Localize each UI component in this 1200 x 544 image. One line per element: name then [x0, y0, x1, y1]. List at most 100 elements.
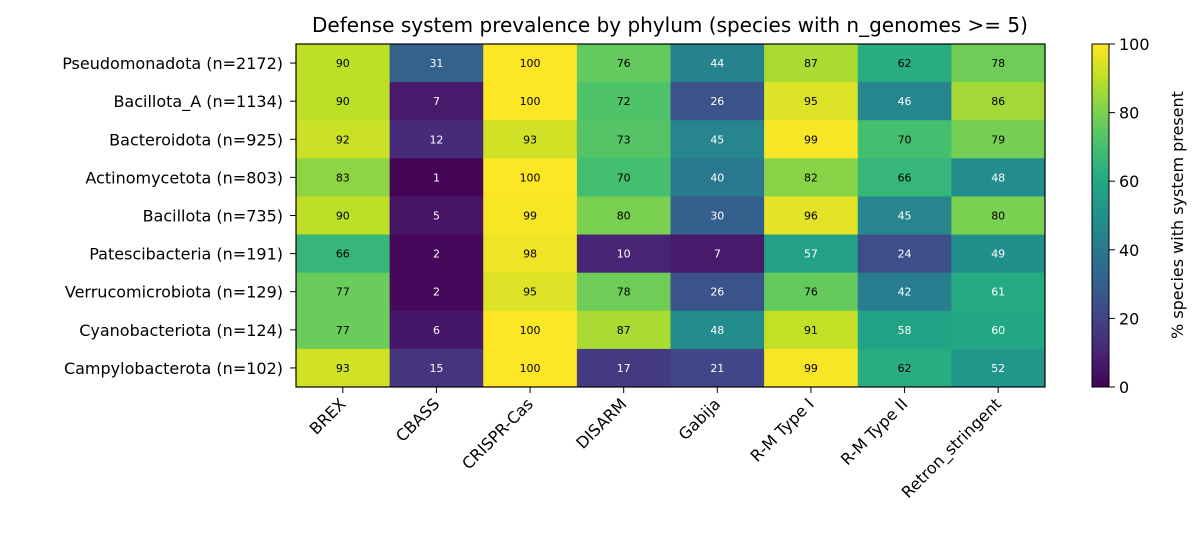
heatmap-cell [764, 272, 859, 312]
heatmap-cell [389, 234, 484, 274]
cell-value-label: 30 [710, 210, 724, 223]
y-tick-label: Pseudomonadota (n=2172) [62, 54, 283, 73]
heatmap-cell [857, 272, 952, 312]
heatmap-cell [296, 310, 391, 350]
cell-value-label: 1 [433, 171, 440, 184]
cell-value-label: 49 [991, 248, 1005, 261]
x-axis-ticks: BREX CBASS CRISPR-Cas DISARM Gabija R-M Type … [306, 387, 1006, 502]
chart-title: Defense system prevalence by phylum (spe… [312, 13, 1028, 37]
y-tick-label: Bacillota (n=735) [143, 207, 283, 226]
cell-value-label: 26 [710, 95, 724, 108]
x-tick-label: Gabija [675, 394, 725, 444]
cell-value-label: 79 [991, 133, 1005, 146]
heatmap-cell [670, 348, 765, 388]
x-tick-label: CBASS [392, 394, 443, 445]
cell-value-label: 45 [710, 133, 724, 146]
heatmap-cell [857, 120, 952, 159]
colorbar-label: % species with system present [1168, 91, 1187, 339]
cell-value-label: 48 [710, 324, 724, 337]
heatmap-cell [764, 120, 859, 159]
y-tick-label: Actinomycetota (n=803) [85, 168, 283, 187]
heatmap-cell [764, 44, 859, 83]
heatmap-cell [576, 82, 671, 121]
cell-value-label: 66 [898, 171, 912, 184]
cell-value-label: 48 [991, 171, 1005, 184]
heatmap-cell [951, 310, 1046, 350]
cell-value-label: 95 [804, 95, 818, 108]
heatmap-cell [389, 196, 484, 236]
cell-value-label: 100 [520, 57, 541, 70]
heatmap-cell [670, 196, 765, 236]
cell-value-label: 40 [710, 171, 724, 184]
heatmap-cell [389, 44, 484, 83]
heatmap-cell [296, 272, 391, 312]
heatmap-cell [483, 234, 578, 274]
cell-value-label: 95 [523, 286, 537, 299]
cell-value-label: 76 [804, 286, 818, 299]
cell-value-label: 45 [898, 210, 912, 223]
x-tick-label: BREX [306, 394, 350, 438]
y-tick-label: Bacteroidota (n=925) [109, 130, 283, 149]
cell-value-label: 82 [804, 171, 818, 184]
heatmap-cell [764, 196, 859, 236]
cell-value-label: 7 [714, 248, 721, 261]
cell-value-label: 2 [433, 248, 440, 261]
cell-value-label: 62 [898, 57, 912, 70]
heatmap-cell [857, 82, 952, 121]
heatmap-cell [576, 310, 671, 350]
heatmap-cell [764, 158, 859, 197]
cell-value-label: 24 [898, 248, 912, 261]
cell-value-label: 76 [617, 57, 631, 70]
heatmap-cell [389, 82, 484, 121]
heatmap-cell [670, 44, 765, 83]
cell-value-label: 70 [898, 133, 912, 146]
cell-value-label: 99 [804, 133, 818, 146]
heatmap-cell [296, 234, 391, 274]
heatmap-cell [670, 120, 765, 159]
y-tick-label: Cyanobacteriota (n=124) [79, 321, 283, 340]
heatmap-cell [857, 348, 952, 388]
heatmap-cell [483, 120, 578, 159]
heatmap-cell [576, 120, 671, 159]
y-tick-label: Bacillota_A (n=1134) [113, 92, 283, 112]
heatmap-cell [764, 82, 859, 121]
cell-value-label: 72 [617, 95, 631, 108]
cell-value-label: 58 [898, 324, 912, 337]
cell-value-label: 99 [804, 362, 818, 375]
cell-value-label: 98 [523, 248, 537, 261]
cell-value-label: 87 [804, 57, 818, 70]
cell-value-label: 87 [617, 324, 631, 337]
heatmap-cell [951, 272, 1046, 312]
heatmap-cell [951, 120, 1046, 159]
heatmap-cell [951, 44, 1046, 83]
heatmap-cell [483, 44, 578, 83]
y-axis-ticks: Pseudomonadota (n=2172) Bacillota_A (n=11… [62, 54, 296, 378]
heatmap-cell [670, 272, 765, 312]
cell-value-label: 15 [429, 362, 443, 375]
heatmap-cell [857, 234, 952, 274]
x-tick-label: R-M Type I [747, 394, 818, 465]
cell-value-label: 62 [898, 362, 912, 375]
heatmap-cell [296, 158, 391, 197]
cell-value-label: 90 [336, 210, 350, 223]
cell-value-label: 91 [804, 324, 818, 337]
heatmap-cell [670, 82, 765, 121]
cell-value-label: 90 [336, 95, 350, 108]
colorbar-tick-label: 20 [1119, 309, 1139, 328]
x-tick-label: CRISPR-Cas [458, 394, 537, 473]
heatmap-cell [389, 158, 484, 197]
cell-value-label: 93 [336, 362, 350, 375]
cell-value-label: 93 [523, 133, 537, 146]
heatmap-cell [670, 234, 765, 274]
heatmap-cell [389, 120, 484, 159]
heatmap-cell [951, 82, 1046, 121]
heatmap-cell [483, 158, 578, 197]
heatmap-cell [296, 120, 391, 159]
heatmap-cell [951, 158, 1046, 197]
heatmap-cell [951, 196, 1046, 236]
heatmap-cell [576, 44, 671, 83]
heatmap-cell [576, 196, 671, 236]
cell-value-label: 100 [520, 324, 541, 337]
